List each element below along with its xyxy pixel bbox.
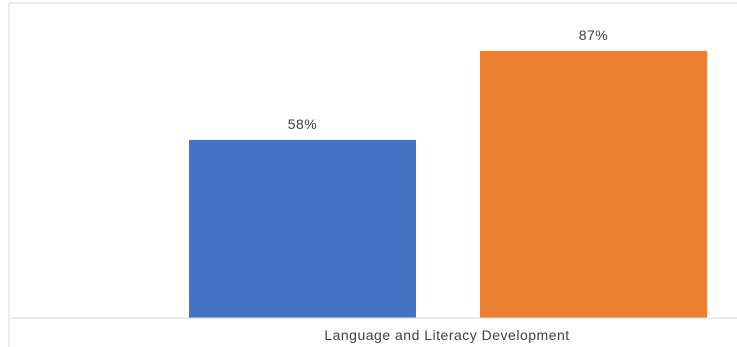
data-label-2: 87% bbox=[579, 27, 609, 43]
bar-2 bbox=[480, 50, 707, 318]
category-label: Language and Literacy Development bbox=[324, 327, 569, 343]
bar-1 bbox=[189, 139, 416, 318]
data-label-1: 58% bbox=[288, 116, 318, 132]
bars-group: 58% 87% bbox=[189, 27, 707, 318]
